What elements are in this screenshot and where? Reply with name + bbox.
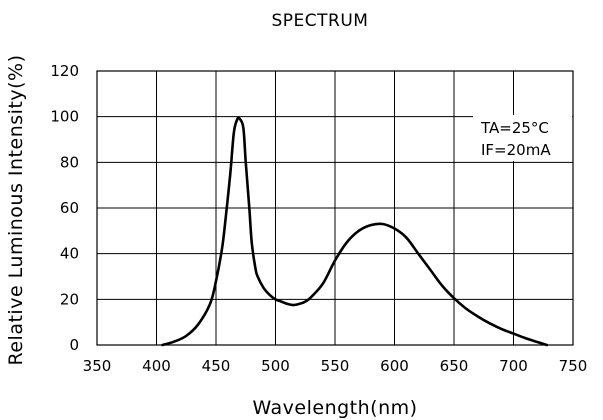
y-tick-labels: 0 20 40 60 80 100 120 xyxy=(50,62,79,354)
y-tick-label: 0 xyxy=(69,336,79,354)
y-tick-label: 100 xyxy=(50,108,79,126)
y-axis-label: Relative Luminous Intensity(%) xyxy=(5,55,27,366)
x-tick-label: 400 xyxy=(142,357,171,375)
annotation-current: IF=20mA xyxy=(481,141,551,159)
x-tick-label: 450 xyxy=(202,357,231,375)
x-tick-label: 750 xyxy=(559,357,588,375)
x-axis-label: Wavelength(nm) xyxy=(252,397,417,419)
y-tick-label: 60 xyxy=(60,199,79,217)
chart-title: SPECTRUM xyxy=(272,11,369,31)
annotation-box xyxy=(473,115,572,161)
x-tick-label: 700 xyxy=(499,357,528,375)
y-tick-label: 40 xyxy=(60,245,79,263)
x-tick-label: 550 xyxy=(321,357,350,375)
y-tick-label: 20 xyxy=(60,290,79,308)
x-tick-labels: 350 400 450 500 550 600 650 700 750 xyxy=(83,357,588,375)
spectrum-series-line xyxy=(161,116,549,347)
y-tick-label: 80 xyxy=(60,153,79,171)
y-tick-label: 120 xyxy=(50,62,79,80)
x-tick-label: 600 xyxy=(380,357,409,375)
x-tick-label: 500 xyxy=(261,357,290,375)
annotation-temperature: TA=25°C xyxy=(480,119,549,137)
chart-grid xyxy=(96,70,574,346)
x-tick-label: 650 xyxy=(440,357,469,375)
x-tick-label: 350 xyxy=(83,357,112,375)
plot-frame xyxy=(96,70,574,346)
